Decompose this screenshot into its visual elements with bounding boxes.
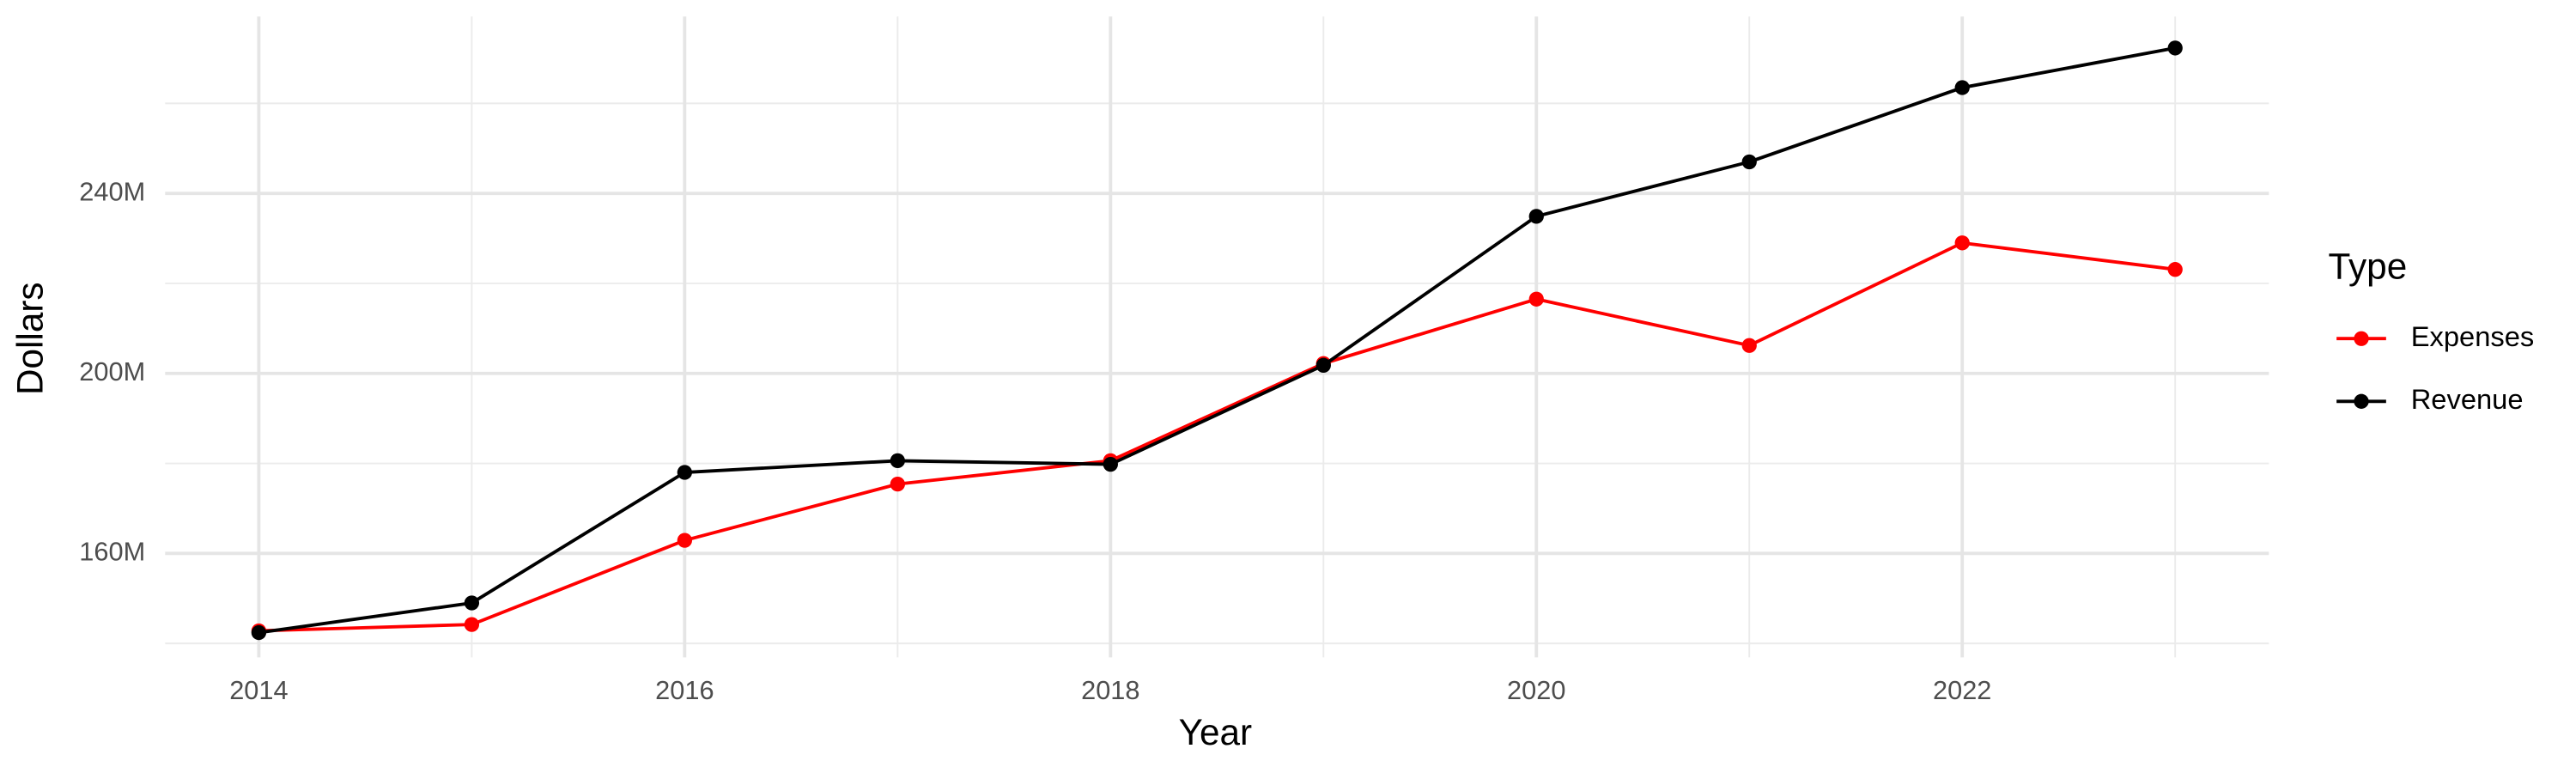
data-point [2167, 262, 2183, 277]
y-axis-title: Dollars [10, 282, 51, 395]
data-point [1741, 338, 1757, 353]
data-point [890, 476, 905, 492]
x-tick-label: 2020 [1507, 675, 1565, 705]
data-point [677, 465, 693, 480]
data-point [890, 453, 905, 469]
y-tick-label: 200M [79, 356, 145, 386]
data-point [464, 595, 480, 611]
legend-title: Type [2329, 247, 2408, 287]
data-point [1528, 209, 1544, 224]
series-line [258, 46, 2176, 635]
data-point [1741, 154, 1757, 170]
data-point [1528, 291, 1544, 307]
x-axis-title: Year [1179, 712, 1252, 752]
data-point [2167, 40, 2183, 56]
data-point [1315, 357, 1331, 373]
x-tick-label: 2018 [1081, 675, 1139, 705]
data-point [1954, 80, 1970, 95]
data-point [1954, 235, 1970, 251]
x-tick-label: 2014 [229, 675, 288, 705]
legend-key-point [2354, 393, 2369, 409]
data-point [1103, 456, 1118, 472]
legend-label: Revenue [2411, 383, 2524, 415]
series-line [258, 240, 2176, 633]
y-tick-label: 240M [79, 176, 145, 206]
x-tick-label: 2022 [1933, 675, 1991, 705]
y-tick-label: 160M [79, 536, 145, 566]
data-point [464, 617, 480, 632]
legend-label: Expenses [2411, 320, 2535, 352]
data-point [677, 533, 693, 548]
data-point [251, 624, 267, 641]
legend-key-point [2354, 331, 2369, 346]
x-tick-label: 2016 [655, 675, 714, 705]
